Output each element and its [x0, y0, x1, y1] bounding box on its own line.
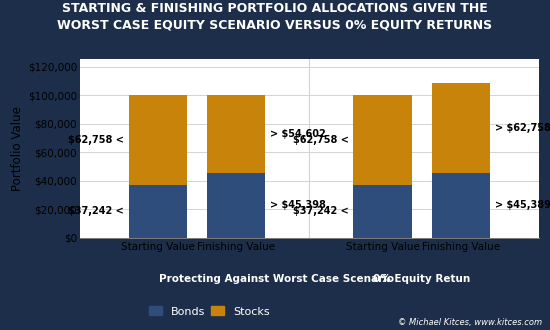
Text: > $54,602: > $54,602	[270, 129, 326, 139]
Text: > $45,389: > $45,389	[495, 200, 550, 210]
Bar	[129, 184, 187, 238]
Text: $37,242 <: $37,242 <	[293, 206, 349, 216]
Y-axis label: Portfolio Value: Portfolio Value	[10, 106, 24, 191]
Text: © Michael Kitces, www.kitces.com: © Michael Kitces, www.kitces.com	[398, 318, 542, 327]
Text: $62,758 <: $62,758 <	[68, 135, 124, 145]
Text: Protecting Against Worst Case Scenario: Protecting Against Worst Case Scenario	[159, 274, 394, 284]
Bar	[129, 95, 187, 184]
Text: STARTING & FINISHING PORTFOLIO ALLOCATIONS GIVEN THE
WORST CASE EQUITY SCENARIO : STARTING & FINISHING PORTFOLIO ALLOCATIO…	[57, 2, 493, 32]
Bar	[207, 173, 266, 238]
Bar	[207, 95, 266, 173]
Text: $62,758 <: $62,758 <	[293, 135, 349, 145]
Bar	[353, 95, 412, 184]
Bar	[353, 184, 412, 238]
Bar	[432, 173, 490, 238]
Bar	[432, 83, 490, 173]
Text: > $62,758: > $62,758	[495, 123, 550, 133]
Text: > $45,398: > $45,398	[270, 200, 326, 210]
Legend: Bonds, Stocks: Bonds, Stocks	[144, 302, 274, 321]
Text: 0% Equity Retun: 0% Equity Retun	[373, 274, 470, 284]
Text: $37,242 <: $37,242 <	[68, 206, 124, 216]
